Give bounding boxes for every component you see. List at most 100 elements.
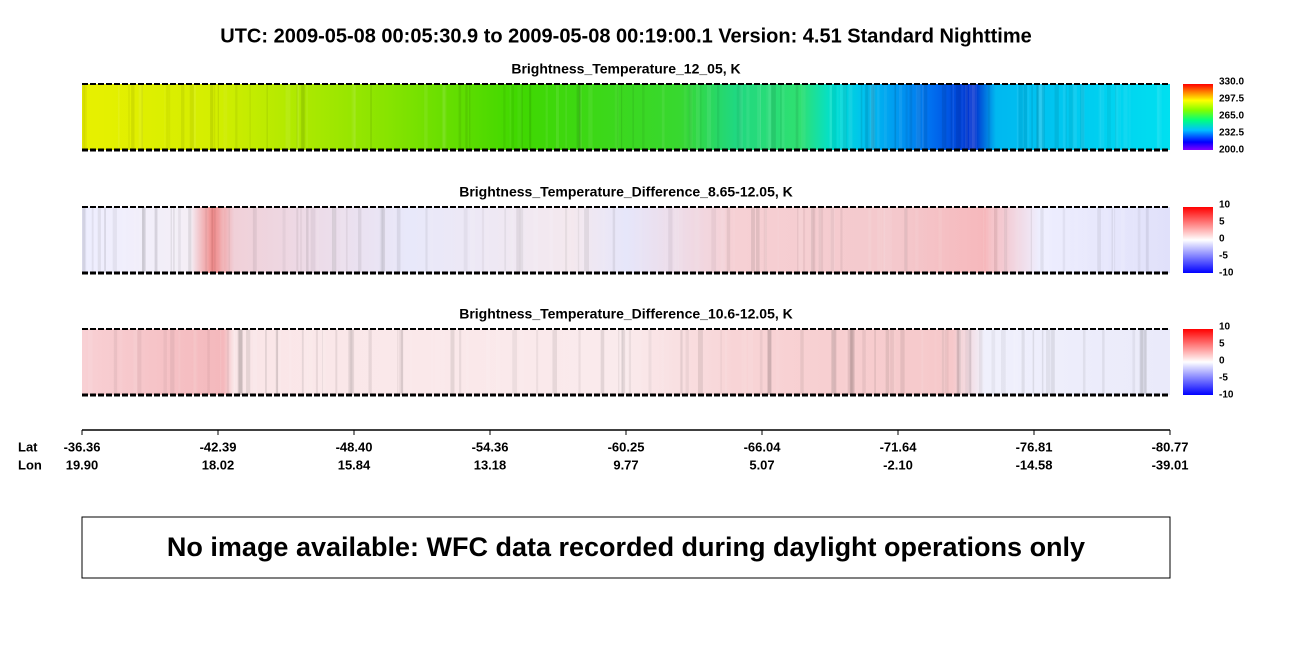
swath-texture xyxy=(706,84,712,150)
swath-texture xyxy=(996,207,1001,273)
swath-texture xyxy=(847,329,851,395)
swath-texture xyxy=(138,84,143,150)
colorbar xyxy=(1183,207,1213,273)
swath-texture xyxy=(890,329,894,395)
swath-texture xyxy=(898,84,903,150)
swath-texture xyxy=(235,84,238,150)
notice-box xyxy=(81,516,1171,579)
swath-texture xyxy=(1097,207,1101,273)
swath-texture xyxy=(238,329,244,395)
colorbar-tick-label: 200.0 xyxy=(1219,145,1244,156)
colorbar-tick-label: 10 xyxy=(1219,200,1231,211)
swath-texture xyxy=(942,329,947,395)
swath-texture xyxy=(465,84,468,150)
swath-texture xyxy=(1044,207,1049,273)
swath-texture xyxy=(397,329,399,395)
swath-texture xyxy=(964,84,968,150)
swath-texture xyxy=(1039,84,1044,150)
swath-texture xyxy=(1031,84,1033,150)
swath-texture xyxy=(1040,207,1044,273)
swath-texture xyxy=(874,329,876,395)
swath-texture xyxy=(1068,84,1074,150)
swath-texture xyxy=(156,207,161,273)
swath-texture xyxy=(346,207,349,273)
swath-texture xyxy=(941,329,944,395)
swath-texture xyxy=(82,207,86,273)
swath-texture xyxy=(1004,207,1008,273)
swath-texture xyxy=(350,329,355,395)
swath-texture xyxy=(458,84,462,150)
swath-texture xyxy=(771,84,776,150)
swath-texture xyxy=(296,207,299,273)
swath-texture xyxy=(300,207,302,273)
swath-texture xyxy=(664,207,667,273)
swath-texture xyxy=(915,84,921,150)
title: UTC: 2009-05-08 00:05:30.9 to 2009-05-08… xyxy=(220,25,1031,47)
swath-texture xyxy=(569,207,572,273)
lon-tick-label: 5.07 xyxy=(749,457,774,472)
swath-texture xyxy=(238,329,243,395)
swath-texture xyxy=(883,84,887,150)
swath-texture xyxy=(316,207,320,273)
swath-texture xyxy=(1140,329,1145,395)
lat-tick-label: -71.64 xyxy=(880,439,918,454)
swath-texture xyxy=(1062,84,1066,150)
swath-texture xyxy=(584,207,590,273)
lat-label: Lat xyxy=(18,439,38,454)
lon-tick-label: 19.90 xyxy=(66,457,99,472)
swath-texture xyxy=(166,84,169,150)
swath-texture xyxy=(137,329,142,395)
swath-texture xyxy=(894,84,896,150)
swath-image xyxy=(82,329,1170,395)
swath-texture xyxy=(668,207,673,273)
swath-texture xyxy=(711,207,717,273)
swath-texture xyxy=(1102,329,1105,395)
swath-texture xyxy=(965,84,968,150)
colorbar-tick-label: 297.5 xyxy=(1219,94,1244,105)
swath-texture xyxy=(961,84,964,150)
swath-texture xyxy=(511,207,515,273)
swath-texture xyxy=(805,207,810,273)
lon-tick-label: -2.10 xyxy=(883,457,913,472)
swath-texture xyxy=(1015,207,1020,273)
swath-texture xyxy=(739,84,743,150)
swath-texture xyxy=(837,84,839,150)
colorbar-tick-label: 5 xyxy=(1219,217,1225,228)
swath-texture xyxy=(848,84,853,150)
swath-texture xyxy=(315,329,318,395)
swath-texture xyxy=(689,84,693,150)
swath-texture xyxy=(301,329,304,395)
swath-texture xyxy=(864,84,868,150)
swath-texture xyxy=(798,207,803,273)
swath-texture xyxy=(992,329,996,395)
swath-texture xyxy=(959,329,962,395)
swath-texture xyxy=(237,329,243,395)
swath-texture xyxy=(332,207,336,273)
swath-texture xyxy=(485,329,489,395)
swath-texture xyxy=(504,207,507,273)
swath-texture xyxy=(941,329,944,395)
swath-texture xyxy=(519,329,524,395)
swath-texture xyxy=(868,207,871,273)
swath-texture xyxy=(614,84,620,150)
swath-texture xyxy=(393,207,396,273)
swath-texture xyxy=(301,84,306,150)
swath-texture xyxy=(306,207,309,273)
swath-texture xyxy=(990,207,995,273)
swath-texture xyxy=(842,84,847,150)
swath-texture xyxy=(126,207,130,273)
swath-texture xyxy=(685,329,689,395)
swath-texture xyxy=(104,207,106,273)
swath-texture xyxy=(509,84,512,150)
swath-texture xyxy=(868,207,872,273)
swath-texture xyxy=(495,329,498,395)
swath-texture xyxy=(968,84,974,150)
swath-texture xyxy=(549,207,553,273)
swath-texture xyxy=(1128,84,1131,150)
swath-texture xyxy=(621,329,626,395)
swath-texture xyxy=(694,207,699,273)
swath-texture xyxy=(1080,84,1085,150)
swath-texture xyxy=(303,329,309,395)
swath-texture xyxy=(1099,84,1105,150)
swath-texture xyxy=(944,329,949,395)
